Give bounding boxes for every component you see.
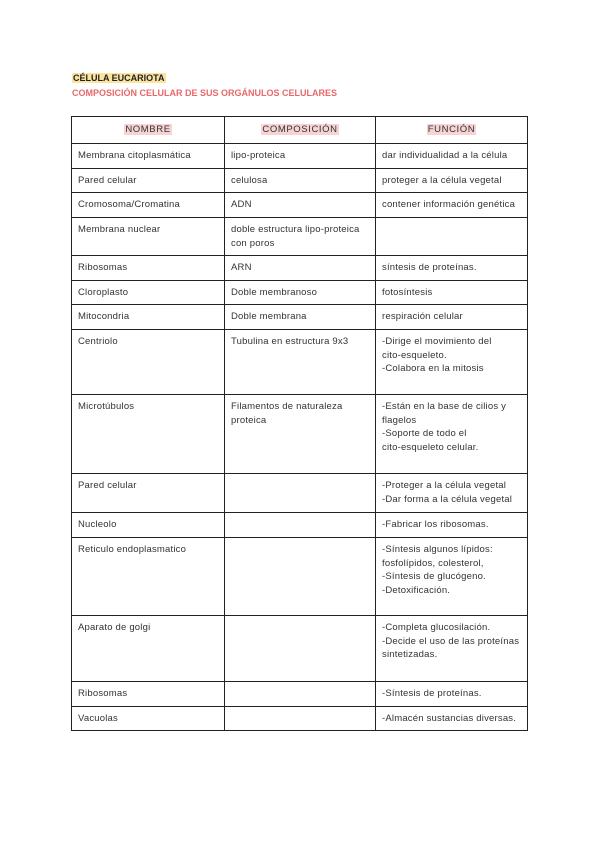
cell-composicion: ARN (224, 255, 376, 281)
cell-funcion: -Síntesis algunos lípidos: fosfolípidos,… (375, 537, 528, 616)
cell-funcion: -Fabricar los ribosomas. (375, 512, 528, 538)
header-nombre-label: NOMBRE (124, 124, 172, 136)
cell-composicion: Doble membranoso (224, 280, 376, 305)
cell-funcion: -Completa glucosilación. -Decide el uso … (375, 615, 528, 682)
header-composicion-label: COMPOSICIÓN (261, 124, 339, 136)
table-row: Nucleolo -Fabricar los ribosomas. (71, 512, 528, 538)
document-title: CÉLULA EUCARIOTA (72, 73, 166, 83)
cell-funcion: -Almacén sustancias diversas. (375, 706, 528, 731)
cell-funcion: dar individualidad a la célula (375, 143, 528, 169)
cell-funcion: -Dirige el movimiento del cito-esqueleto… (375, 329, 528, 395)
cell-composicion: doble estructura lipo-proteica con poros (224, 217, 376, 256)
cell-nombre: Pared celular (71, 473, 225, 513)
cell-composicion: lipo-proteica (224, 143, 376, 169)
cell-funcion: síntesis de proteínas. (375, 255, 528, 281)
cell-nombre: Pared celular (71, 168, 225, 193)
cell-composicion: Tubulina en estructura 9x3 (224, 329, 376, 395)
cell-composicion: ADN (224, 192, 376, 218)
table-header-row: NOMBRE COMPOSICIÓN FUNCIÓN (71, 116, 528, 144)
header-funcion: FUNCIÓN (375, 116, 528, 144)
cell-composicion (224, 615, 376, 682)
cell-nombre: Membrana citoplasmática (71, 143, 225, 169)
table-row: Ribosomas ARN síntesis de proteínas. (71, 255, 528, 281)
cell-nombre: Ribosomas (71, 681, 225, 707)
cell-composicion (224, 537, 376, 616)
table-row: Cromosoma/Cromatina ADN contener informaci… (71, 192, 528, 218)
cell-composicion (224, 512, 376, 538)
cell-composicion: Filamentos de naturaleza proteica (224, 394, 376, 474)
cell-nombre: Reticulo endoplasmatico (71, 537, 225, 616)
cell-funcion: -Están en la base de cilios y flagelos -… (375, 394, 528, 474)
table-row: Mitocondria Doble membrana respiración cel… (71, 304, 528, 330)
table-row: Membrana citoplasmática lipo-proteica dar … (71, 143, 528, 169)
cell-funcion: proteger a la célula vegetal (375, 168, 528, 193)
cell-composicion (224, 681, 376, 707)
cell-nombre: Membrana nuclear (71, 217, 225, 256)
cell-funcion (375, 217, 528, 256)
cell-nombre: Centriolo (71, 329, 225, 395)
cell-nombre: Nucleolo (71, 512, 225, 538)
cell-composicion (224, 473, 376, 513)
table-row: Aparato de golgi -Completa glucosilación.… (71, 615, 528, 682)
table-row: Reticulo endoplasmatico -Síntesis algunos… (71, 537, 528, 616)
header-composicion: COMPOSICIÓN (224, 116, 376, 144)
cell-funcion: -Proteger a la célula vegetal -Dar forma… (375, 473, 528, 513)
cell-nombre: Aparato de golgi (71, 615, 225, 682)
table-row: Pared celular celulosa proteger a la célul… (71, 168, 528, 193)
table-row: Ribosomas -Síntesis de proteínas. (71, 681, 528, 707)
cell-nombre: Ribosomas (71, 255, 225, 281)
table-row: Pared celular -Proteger a la célula veget… (71, 473, 528, 513)
cell-nombre: Vacuolas (71, 706, 225, 731)
table-row: Microtúbulos Filamentos de naturaleza pro… (71, 394, 528, 474)
table-row: Cloroplasto Doble membranoso fotosíntesis (71, 280, 528, 305)
cell-funcion: -Síntesis de proteínas. (375, 681, 528, 707)
organelles-table: NOMBRE COMPOSICIÓN FUNCIÓN Membrana cito… (71, 116, 528, 731)
header-funcion-label: FUNCIÓN (426, 124, 477, 136)
table-row: Membrana nuclear doble estructura lipo-pr… (71, 217, 528, 256)
header-nombre: NOMBRE (71, 116, 225, 144)
cell-nombre: Mitocondria (71, 304, 225, 330)
cell-composicion: celulosa (224, 168, 376, 193)
cell-composicion (224, 706, 376, 731)
cell-nombre: Cromosoma/Cromatina (71, 192, 225, 218)
cell-funcion: respiración celular (375, 304, 528, 330)
cell-nombre: Microtúbulos (71, 394, 225, 474)
table-row: Vacuolas -Almacén sustancias diversas. (71, 706, 528, 731)
cell-funcion: contener información genética (375, 192, 528, 218)
cell-funcion: fotosíntesis (375, 280, 528, 305)
cell-composicion: Doble membrana (224, 304, 376, 330)
document-subtitle: COMPOSICIÓN CELULAR DE SUS ORGÁNULOS CEL… (72, 88, 338, 98)
table-row: Centriolo Tubulina en estructura 9x3 -Diri… (71, 329, 528, 395)
cell-nombre: Cloroplasto (71, 280, 225, 305)
